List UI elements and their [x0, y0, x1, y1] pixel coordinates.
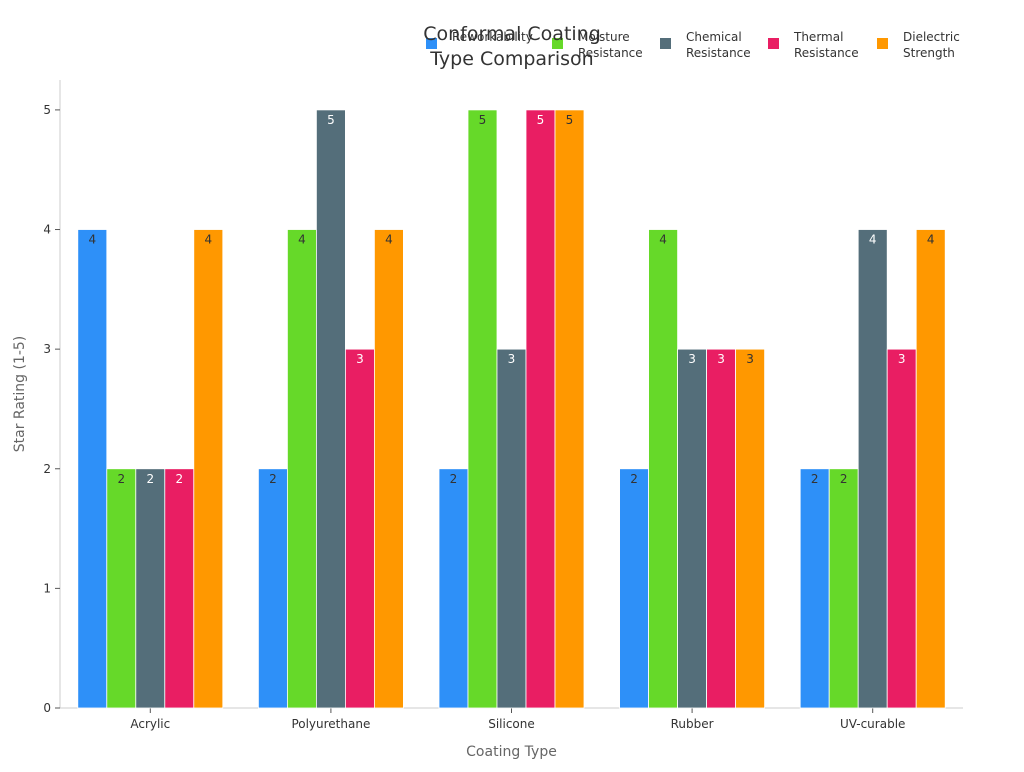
- y-tick-label: 0: [43, 701, 51, 715]
- bar-value-label: 4: [927, 233, 935, 247]
- bar-value-label: 2: [811, 472, 819, 486]
- bar-value-label: 2: [175, 472, 183, 486]
- chart-title: Conformal Coating Type Comparison: [423, 23, 601, 70]
- bar-value-label: 2: [117, 472, 125, 486]
- bar-value-label: 2: [450, 472, 458, 486]
- bar: [735, 348, 765, 709]
- legend-label: Thermal: [793, 30, 843, 44]
- bar: [648, 229, 678, 709]
- legend-label: Moisture: [578, 30, 630, 44]
- bar-value-label: 4: [385, 233, 393, 247]
- bar: [164, 468, 195, 709]
- legend-label: Resistance: [686, 46, 751, 60]
- legend-item: Reworkability: [426, 30, 533, 49]
- bar-value-label: 3: [508, 352, 516, 366]
- bar-value-label: 2: [269, 472, 277, 486]
- bar: [193, 229, 224, 709]
- legend-label: Strength: [903, 46, 955, 60]
- legend-item: Thermal Resistance: [768, 30, 859, 60]
- legend-label: Resistance: [794, 46, 859, 60]
- y-tick-label: 4: [43, 223, 51, 237]
- x-tick-label: Rubber: [671, 717, 714, 731]
- chart-title-line: Type Comparison: [429, 48, 593, 70]
- legend-swatch: [768, 38, 779, 49]
- bar: [857, 229, 888, 709]
- legend-swatch: [877, 38, 888, 49]
- bar-value-label: 4: [659, 233, 667, 247]
- bar: [799, 468, 830, 709]
- axes: 0 1 2 3 4 5 Acrylic Polyurethane Silicone Rubber U…: [12, 80, 963, 760]
- bar: [286, 229, 317, 709]
- y-tick-label: 5: [43, 103, 51, 117]
- legend-item: Dielectric Strength: [877, 30, 960, 60]
- x-tick-label: Acrylic: [130, 717, 170, 731]
- bars: [77, 109, 946, 709]
- legend-swatch: [552, 38, 563, 49]
- bar: [496, 348, 527, 709]
- legend-item: Moisture Resistance: [552, 30, 643, 60]
- bar-value-label: 4: [204, 233, 212, 247]
- data-labels: 4 2 2 2 4 2 4 5 3 4 2 5 3 5 5 2 4 3 3 3 2 2 4 3 4: [88, 113, 934, 486]
- bar: [135, 468, 166, 709]
- y-tick-label: 3: [43, 342, 51, 356]
- chart-title-line: Conformal Coating: [423, 23, 601, 45]
- y-axis-title: Star Rating (1-5): [12, 336, 28, 453]
- bar-value-label: 3: [746, 352, 754, 366]
- x-tick-label: Silicone: [488, 717, 535, 731]
- bar: [315, 109, 346, 709]
- legend-label: Reworkability: [452, 30, 533, 44]
- bar: [706, 348, 736, 709]
- bar-value-label: 2: [146, 472, 154, 486]
- legend: Reworkability Moisture Resistance Chemical R…: [426, 30, 960, 60]
- bar-value-label: 4: [298, 233, 306, 247]
- bar-value-label: 3: [898, 352, 906, 366]
- bar-value-label: 3: [356, 352, 364, 366]
- legend-label: Dielectric: [903, 30, 960, 44]
- legend-swatch: [660, 38, 671, 49]
- x-axis-title: Coating Type: [466, 744, 557, 760]
- bar: [619, 468, 649, 709]
- bar: [344, 348, 375, 709]
- y-tick-label: 1: [43, 581, 51, 595]
- bar-value-label: 3: [717, 352, 725, 366]
- legend-swatch: [426, 38, 437, 49]
- bar: [106, 468, 137, 709]
- bar-value-label: 2: [630, 472, 638, 486]
- legend-label: Resistance: [578, 46, 643, 60]
- x-tick-label: Polyurethane: [291, 717, 370, 731]
- bar: [915, 229, 946, 709]
- bar: [554, 109, 585, 709]
- legend-item: Chemical Resistance: [660, 30, 751, 60]
- bar-value-label: 5: [566, 113, 574, 127]
- bar: [467, 109, 498, 709]
- bar: [886, 348, 917, 709]
- bar: [77, 229, 108, 709]
- bar-value-label: 2: [840, 472, 848, 486]
- legend-label: Chemical: [686, 30, 742, 44]
- bar: [438, 468, 469, 709]
- bar: [257, 468, 288, 709]
- bar-value-label: 5: [327, 113, 335, 127]
- bar: [373, 229, 404, 709]
- bar-value-label: 4: [88, 233, 96, 247]
- y-tick-label: 2: [43, 462, 51, 476]
- bar-value-label: 4: [869, 233, 877, 247]
- bar: [828, 468, 859, 709]
- bar-value-label: 5: [479, 113, 487, 127]
- bar-value-label: 3: [688, 352, 696, 366]
- x-tick-label: UV-curable: [840, 717, 905, 731]
- bar-value-label: 5: [537, 113, 545, 127]
- bar: [677, 348, 707, 709]
- bar: [525, 109, 556, 709]
